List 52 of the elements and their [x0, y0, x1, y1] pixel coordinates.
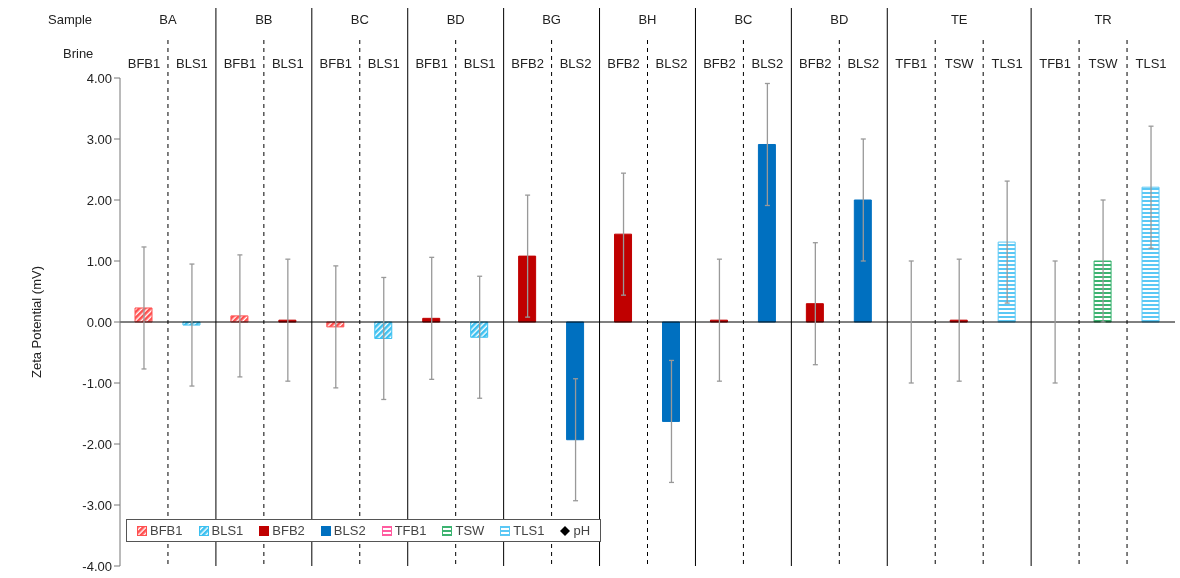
x-tick-label: BLS2 — [847, 56, 880, 71]
x-tick-label: BLS2 — [655, 56, 688, 71]
text: BD — [445, 12, 466, 27]
x-tick-label: TFB1 — [895, 56, 928, 71]
legend-label: BLS1 — [210, 523, 244, 538]
text: Sample — [48, 12, 93, 27]
x-tick-label: BLS1 — [176, 56, 208, 71]
legend-label: TSW — [454, 523, 485, 538]
x-tick-label: TLS1 — [991, 56, 1023, 71]
x-tick-label: BLS2 — [559, 56, 592, 71]
x-tick-label: TSW — [944, 56, 975, 71]
x-tick-label: TLS1 — [1135, 56, 1167, 71]
y-axis-title: Zeta Potential (mV) — [28, 266, 44, 378]
x-tick-label: BLS2 — [751, 56, 784, 71]
text: BB — [254, 12, 274, 27]
text: BC — [349, 12, 370, 27]
text: BG — [541, 12, 562, 27]
text: BA — [158, 12, 178, 27]
x-tick-label: BFB1 — [127, 56, 161, 71]
x-tick-label: TSW — [1088, 56, 1119, 71]
x-tick-label: BFB1 — [319, 56, 353, 71]
y-tick-label: 3.00 — [86, 131, 112, 147]
y-tick-label: -3.00 — [82, 497, 112, 513]
text: TE — [949, 12, 969, 27]
x-tick-label: BFB1 — [223, 56, 257, 71]
y-tick-label: 1.00 — [86, 253, 112, 269]
legend-label: TFB1 — [393, 523, 427, 538]
legend-label: BFB1 — [149, 523, 183, 538]
x-tick-label: TFB1 — [1039, 56, 1072, 71]
x-tick-label: BFB2 — [799, 56, 832, 71]
text: BD — [829, 12, 850, 27]
text: BH — [637, 12, 658, 27]
text: BC — [733, 12, 754, 27]
y-tick-label: -2.00 — [82, 436, 112, 452]
y-tick-label: 0.00 — [86, 314, 112, 330]
legend-label: BLS2 — [332, 523, 366, 538]
text: TR — [1093, 12, 1113, 27]
legend-label: BFB2 — [271, 523, 305, 538]
x-tick-label: BFB2 — [703, 56, 736, 71]
x-tick-label: BFB1 — [415, 56, 448, 71]
y-tick-label: 4.00 — [86, 70, 112, 86]
y-tick-label: -1.00 — [82, 375, 112, 391]
legend-label: pH — [572, 523, 591, 538]
legend-label: TLS1 — [512, 523, 545, 538]
y-tick-label: -4.00 — [82, 558, 112, 574]
y-tick-label: 2.00 — [86, 192, 112, 208]
text: Brine — [63, 46, 94, 61]
x-tick-label: BFB2 — [607, 56, 640, 71]
x-tick-label: BLS1 — [463, 56, 496, 71]
x-tick-label: BLS1 — [367, 56, 400, 71]
x-tick-label: BFB2 — [511, 56, 544, 71]
x-tick-label: BLS1 — [271, 56, 304, 71]
